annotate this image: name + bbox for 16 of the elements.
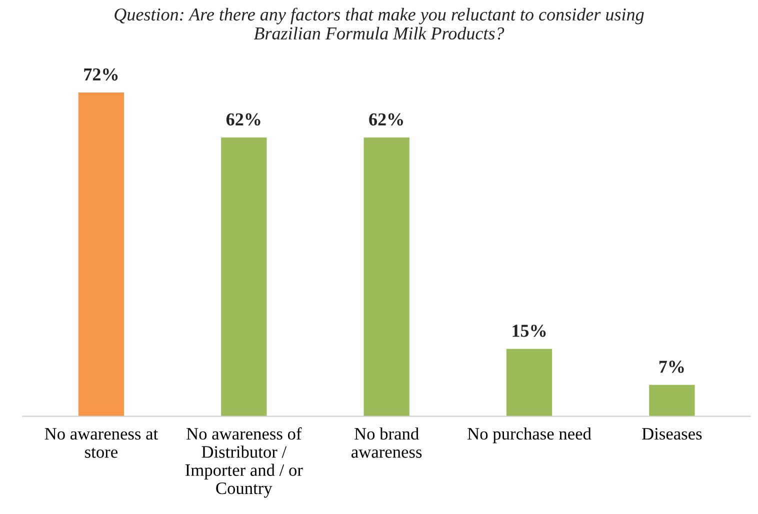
data-label: 62% <box>369 113 403 126</box>
bar <box>221 137 267 416</box>
chart-title: Question: Are there any factors that make you reluctant to consider using Brazilian Formula Milk Products? <box>114 8 644 40</box>
x-tick-label: No awareness at store <box>44 428 158 458</box>
data-label: 7% <box>659 360 684 373</box>
data-label: 62% <box>226 113 260 126</box>
bar <box>506 348 552 416</box>
x-tick-label: No brand awareness <box>352 427 422 458</box>
bar <box>364 137 410 416</box>
x-tick-label: Diseases <box>642 428 702 440</box>
x-tick-label: No purchase need <box>468 427 592 444</box>
data-label: 72% <box>84 68 118 81</box>
x-tick-label: No awareness of Distributor / Importer and / or Country <box>185 427 303 498</box>
bar <box>649 384 695 416</box>
data-label: 15% <box>512 324 546 337</box>
bar <box>78 92 124 416</box>
